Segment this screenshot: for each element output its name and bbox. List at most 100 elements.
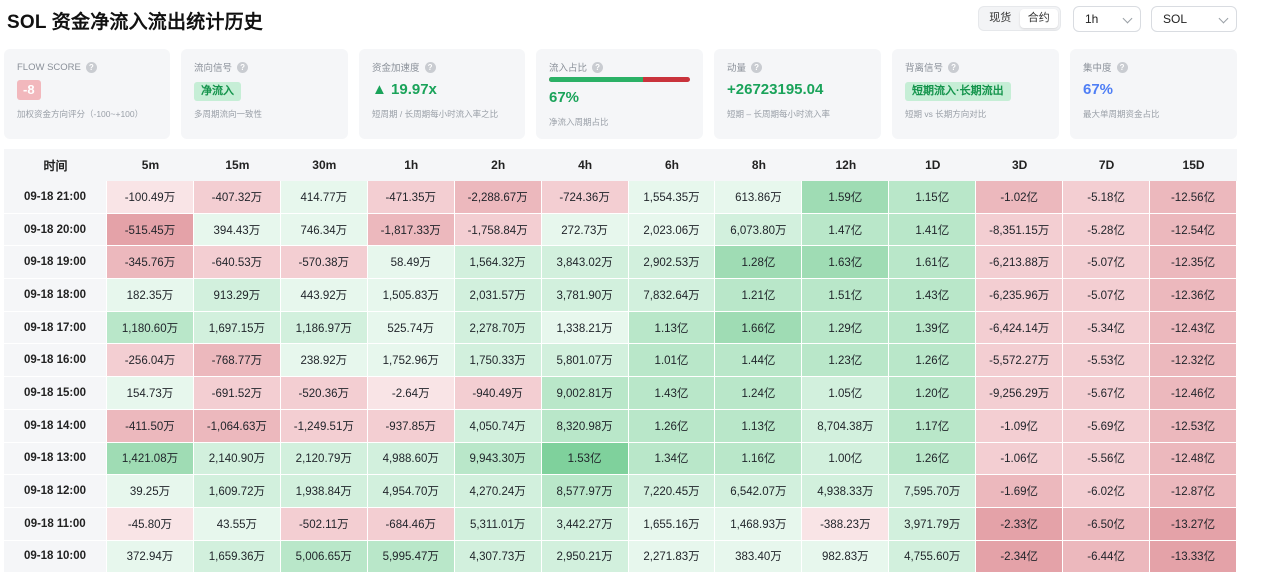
card-inflow-ratio: 流入占比? 67% 净流入周期占比 [536, 49, 703, 139]
flow-cell: -471.35万 [367, 181, 455, 214]
flow-cell: -1,064.63万 [193, 409, 281, 443]
flow-cell: -6,424.14万 [976, 311, 1064, 345]
row-time: 09-18 10:00 [4, 540, 107, 573]
help-icon[interactable]: ? [237, 61, 249, 73]
column-header: 2h [454, 149, 542, 181]
flow-cell: 1,180.60万 [107, 311, 194, 345]
flow-cell: 5,995.47万 [367, 540, 455, 573]
flow-cell: -2.64万 [367, 377, 455, 410]
card-concentration: 集中度? 67% 最大单周期资金占比 [1070, 49, 1237, 139]
flow-cell: -5.18亿 [1063, 181, 1151, 214]
flow-cell: 43.55万 [193, 507, 281, 541]
flow-cell: -6,213.88万 [976, 246, 1064, 280]
flow-cell: 1,750.33万 [454, 344, 542, 378]
flow-cell: -12.36亿 [1150, 279, 1237, 312]
flow-cell: -5.69亿 [1063, 409, 1151, 443]
column-header: 12h [802, 149, 890, 181]
flow-cell: 2,902.53万 [628, 246, 716, 280]
flow-cell: 1,554.35万 [628, 181, 716, 214]
tab-futures[interactable]: 合约 [1019, 9, 1058, 28]
flow-cell: 3,442.27万 [541, 507, 629, 541]
table-row: 09-18 20:00 -515.45万 394.43万 746.34万 -1,817.… [4, 213, 1237, 247]
flow-cell: 1,938.84万 [280, 475, 368, 508]
flow-cell: 1,752.96万 [367, 344, 455, 378]
signal-tag: 净流入 [194, 82, 241, 101]
flow-cell: -5.28亿 [1063, 213, 1151, 247]
column-header: 3D [976, 149, 1064, 181]
column-header: 4h [541, 149, 629, 181]
flow-cell: 443.92万 [280, 279, 368, 312]
card-flow-score: FLOW SCORE? -8 加权资金方向评分（-100~+100） [4, 49, 170, 139]
flow-cell: -12.43亿 [1150, 311, 1237, 345]
row-time: 09-18 13:00 [4, 442, 107, 476]
card-label: 集中度 [1083, 63, 1112, 74]
flow-cell: 383.40万 [715, 540, 803, 573]
flow-cell: 4,755.60万 [889, 540, 977, 573]
flow-cell: -5.53亿 [1063, 344, 1151, 378]
flow-cell: -8,351.15万 [976, 213, 1064, 247]
help-icon[interactable]: ? [948, 61, 960, 73]
flow-cell: -1.09亿 [976, 409, 1064, 443]
flow-cell: 58.49万 [367, 246, 455, 280]
card-label: 流入占比 [549, 63, 588, 74]
page-title: SOL 资金净流入流出统计历史 [7, 12, 263, 33]
flow-cell: 1.13亿 [715, 409, 803, 443]
interval-select[interactable]: 1h [1073, 6, 1141, 32]
flow-cell: -12.53亿 [1150, 409, 1237, 443]
flow-cell: 182.35万 [107, 279, 194, 312]
tab-spot[interactable]: 现货 [989, 12, 1012, 24]
symbol-select[interactable]: SOL [1151, 6, 1237, 32]
column-header: 1h [367, 149, 455, 181]
flow-cell: 6,542.07万 [715, 475, 803, 508]
flow-cell: 3,843.02万 [541, 246, 629, 280]
flow-cell: 1.13亿 [628, 311, 716, 345]
flow-cell: 1,609.72万 [193, 475, 281, 508]
column-header: 5m [107, 149, 194, 181]
help-icon[interactable]: ? [85, 61, 97, 73]
card-signal: 流向信号? 净流入 多周期流向一致性 [181, 49, 348, 139]
flow-cell: 2,140.90万 [193, 442, 281, 476]
flow-cell: -5.56亿 [1063, 442, 1151, 476]
flow-cell: 982.83万 [802, 540, 890, 573]
flow-cell: 1.29亿 [802, 311, 890, 345]
flow-cell: 1,655.16万 [628, 507, 716, 541]
flow-cell: 8,320.98万 [541, 409, 629, 443]
flow-cell: 1.53亿 [541, 442, 629, 476]
flow-cell: 238.92万 [280, 344, 368, 378]
help-icon[interactable]: ? [1116, 61, 1128, 73]
column-header: 8h [715, 149, 803, 181]
card-desc: 最大单周期资金占比 [1083, 109, 1160, 119]
flow-cell: 1.61亿 [889, 246, 977, 280]
table-row: 09-18 16:00 -256.04万 -768.77万 238.92万 1,752.… [4, 344, 1237, 378]
card-desc: 多周期流向一致性 [194, 109, 263, 119]
flow-cell: -345.76万 [107, 246, 194, 280]
column-header: 15D [1150, 149, 1237, 181]
flow-cell: 1.51亿 [802, 279, 890, 312]
flow-cell: 9,002.81万 [541, 377, 629, 410]
flow-cell: -2.33亿 [976, 507, 1064, 541]
flow-cell: 5,801.07万 [541, 344, 629, 378]
inflow-ratio-value: 67% [549, 89, 580, 106]
flow-cell: 2,031.57万 [454, 279, 542, 312]
card-label: 资金加速度 [372, 63, 420, 74]
flow-cell: 8,704.38万 [802, 409, 890, 443]
flow-cell: 1.23亿 [802, 344, 890, 378]
help-icon[interactable]: ? [592, 61, 604, 73]
column-header-time: 时间 [4, 149, 107, 181]
flow-cell: 1.44亿 [715, 344, 803, 378]
flow-cell: 1.05亿 [802, 377, 890, 410]
help-icon[interactable]: ? [751, 61, 763, 73]
flow-cell: -502.11万 [280, 507, 368, 541]
flow-cell: -5.34亿 [1063, 311, 1151, 345]
flow-cell: -5.07亿 [1063, 246, 1151, 280]
flow-cell: -12.54亿 [1150, 213, 1237, 247]
flow-cell: 394.43万 [193, 213, 281, 247]
interval-select-value: 1h [1085, 12, 1099, 26]
flow-cell: -570.38万 [280, 246, 368, 280]
flow-cell: 4,050.74万 [454, 409, 542, 443]
help-icon[interactable]: ? [424, 61, 436, 73]
card-desc: 短周期 / 长周期每小时流入率之比 [372, 109, 499, 119]
card-acceleration: 资金加速度? ▲ 19.97x 短周期 / 长周期每小时流入率之比 [359, 49, 525, 139]
flow-cell: 39.25万 [107, 475, 194, 508]
divergence-tag: 短期流入·长期流出 [905, 82, 1011, 101]
